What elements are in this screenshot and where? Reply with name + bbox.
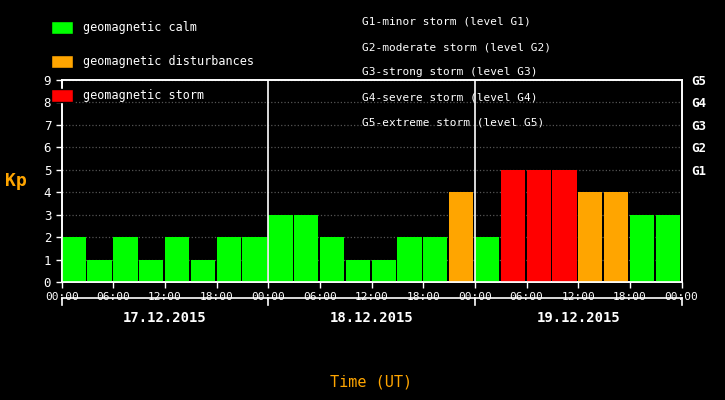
Bar: [113, 237, 138, 282]
Bar: [552, 170, 576, 282]
Bar: [165, 237, 189, 282]
Text: G2-moderate storm (level G2): G2-moderate storm (level G2): [362, 42, 552, 52]
Text: Time (UT): Time (UT): [331, 374, 413, 390]
Bar: [579, 192, 602, 282]
Bar: [346, 260, 370, 282]
Text: 19.12.2015: 19.12.2015: [536, 311, 620, 325]
Bar: [62, 237, 86, 282]
Text: geomagnetic disturbances: geomagnetic disturbances: [83, 55, 254, 68]
Text: G1-minor storm (level G1): G1-minor storm (level G1): [362, 17, 531, 27]
Text: geomagnetic storm: geomagnetic storm: [83, 89, 204, 102]
Bar: [242, 237, 267, 282]
Bar: [371, 260, 396, 282]
Text: G4-severe storm (level G4): G4-severe storm (level G4): [362, 93, 538, 103]
Text: 17.12.2015: 17.12.2015: [123, 311, 207, 325]
Text: 18.12.2015: 18.12.2015: [330, 311, 413, 325]
Bar: [217, 237, 241, 282]
Bar: [423, 237, 447, 282]
Bar: [449, 192, 473, 282]
Text: G3-strong storm (level G3): G3-strong storm (level G3): [362, 68, 538, 78]
Bar: [475, 237, 499, 282]
Bar: [320, 237, 344, 282]
Bar: [294, 215, 318, 282]
Bar: [397, 237, 422, 282]
Bar: [88, 260, 112, 282]
Bar: [526, 170, 551, 282]
Bar: [604, 192, 629, 282]
Bar: [139, 260, 163, 282]
Bar: [682, 215, 705, 282]
Text: geomagnetic calm: geomagnetic calm: [83, 21, 197, 34]
Text: G5-extreme storm (level G5): G5-extreme storm (level G5): [362, 118, 544, 128]
Bar: [268, 215, 292, 282]
Bar: [655, 215, 680, 282]
Bar: [191, 260, 215, 282]
Text: Kp: Kp: [5, 172, 27, 190]
Bar: [630, 215, 654, 282]
Bar: [501, 170, 525, 282]
